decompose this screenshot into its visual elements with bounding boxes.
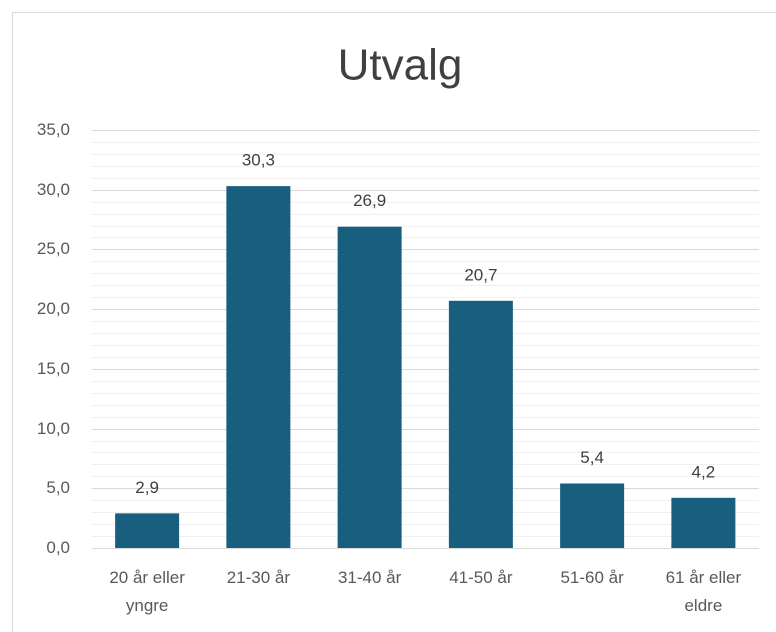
y-tick-label: 35,0 <box>37 120 70 139</box>
y-tick-label: 5,0 <box>46 478 70 497</box>
y-tick-label: 10,0 <box>37 419 70 438</box>
chart-title: Utvalg <box>338 41 463 90</box>
bar <box>226 186 291 549</box>
x-tick-label: 41-50 år <box>449 568 513 587</box>
data-label: 26,9 <box>353 191 386 210</box>
bar <box>671 497 736 548</box>
data-label: 20,7 <box>464 265 497 284</box>
y-tick-label: 15,0 <box>37 359 70 378</box>
data-label: 2,9 <box>135 478 159 497</box>
x-tick-label: 31-40 år <box>337 568 402 587</box>
bar <box>115 513 180 548</box>
bar <box>337 226 402 549</box>
bar <box>560 483 625 548</box>
chart-border <box>12 12 776 632</box>
data-label: 30,3 <box>242 151 275 170</box>
data-label: 4,2 <box>692 462 716 481</box>
x-tick-label: 61 år eller eldre <box>665 568 742 615</box>
data-label: 5,4 <box>580 448 604 467</box>
x-tick-label: 51-60 år <box>560 568 624 587</box>
bar <box>448 300 513 548</box>
y-tick-label: 20,0 <box>37 299 70 318</box>
y-tick-label: 25,0 <box>37 239 70 258</box>
x-tick-label: 20 år eller yngre <box>109 568 185 615</box>
y-tick-label: 0,0 <box>46 538 70 557</box>
x-tick-label: 21-30 år <box>226 568 291 587</box>
y-tick-label: 30,0 <box>37 180 70 199</box>
